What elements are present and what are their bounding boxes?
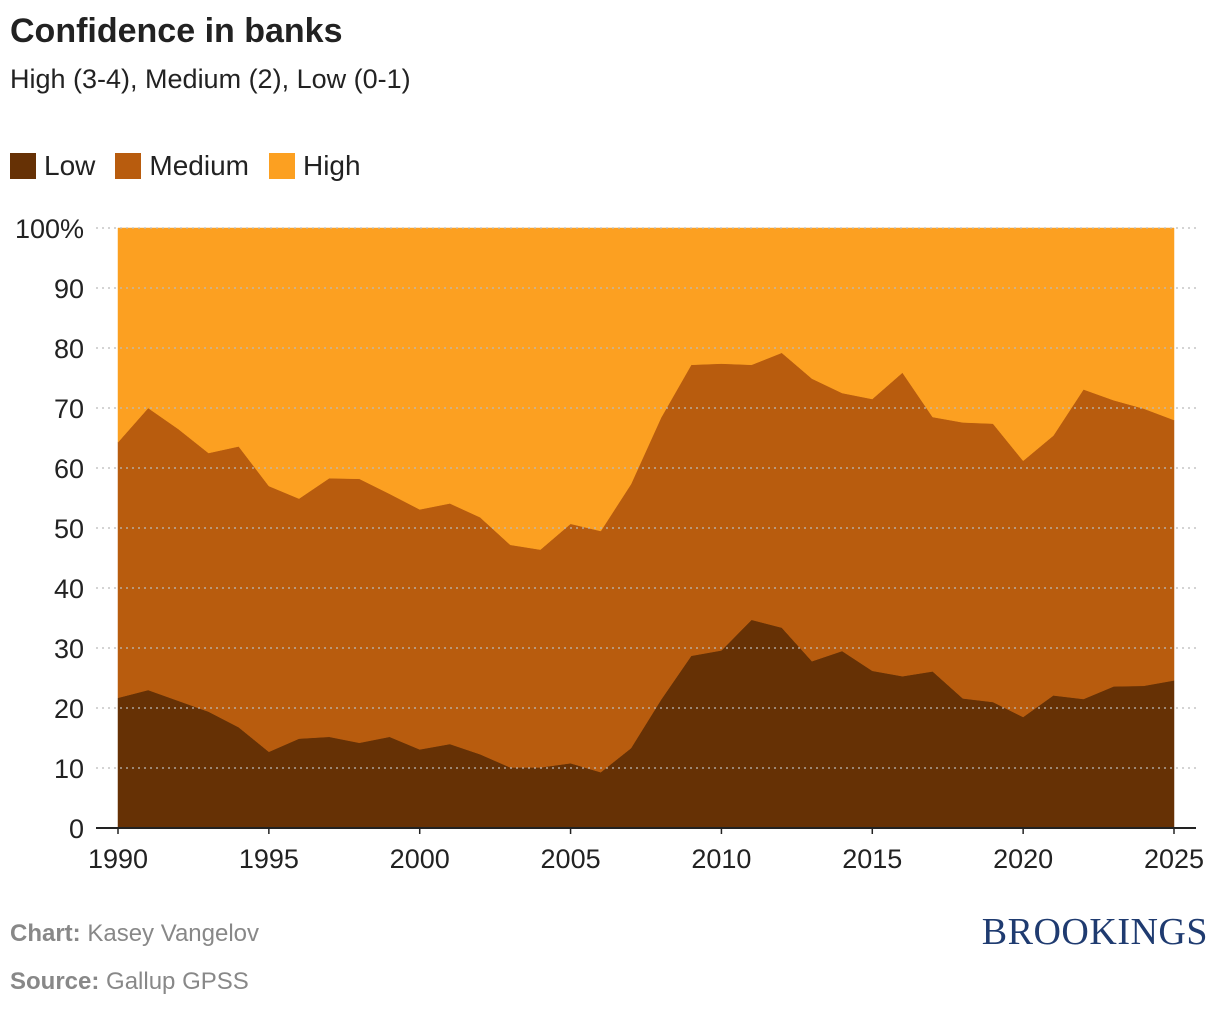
x-tick-label: 2010: [691, 844, 751, 874]
chart-title: Confidence in banks: [10, 12, 343, 50]
legend-item-high: High: [268, 150, 361, 182]
x-tick-label: 2025: [1144, 844, 1204, 874]
x-tick-label: 2005: [541, 844, 601, 874]
legend-item-medium: Medium: [115, 150, 249, 182]
chart-source-label: Source:: [10, 968, 100, 995]
y-tick-label: 100%: [15, 214, 84, 244]
y-tick-label: 40: [54, 574, 84, 604]
legend-swatch-medium: [115, 153, 142, 179]
legend-label-low: Low: [44, 150, 96, 181]
chart-subtitle: High (3-4), Medium (2), Low (0-1): [10, 64, 411, 94]
legend-label-high: High: [302, 150, 361, 181]
x-tick-label: 1995: [239, 844, 299, 874]
y-tick-label: 80: [54, 334, 84, 364]
y-tick-label: 60: [54, 454, 84, 484]
chart-credit-label: Chart:: [10, 920, 81, 947]
x-tick-label: 2000: [390, 844, 450, 874]
x-tick-label: 1990: [88, 844, 148, 874]
chart-source: Source: Gallup GPSS: [10, 968, 249, 996]
legend-item-low: Low: [10, 150, 95, 182]
y-tick-label: 10: [54, 754, 84, 784]
y-tick-label: 20: [54, 694, 84, 724]
legend-label-medium: Medium: [149, 150, 249, 181]
legend: Low Medium High: [10, 150, 381, 182]
chart-credit: Chart: Kasey Vangelov: [10, 920, 259, 948]
y-tick-label: 70: [54, 394, 84, 424]
chart-source-value: Gallup GPSS: [106, 968, 249, 995]
y-tick-label: 30: [54, 634, 84, 664]
x-tick-label: 2015: [842, 844, 902, 874]
brookings-logo: BROOKINGS: [981, 911, 1208, 953]
x-tick-label: 2020: [993, 844, 1053, 874]
legend-swatch-high: [268, 153, 295, 179]
y-tick-label: 50: [54, 514, 84, 544]
stacked-area-chart: 0 10 20 30 40 50 60 70 80 90 100% 1990 1995 2000 2005 2…: [15, 214, 1204, 874]
y-tick-label: 90: [54, 274, 84, 304]
legend-swatch-low: [10, 153, 36, 179]
chart-credit-author: Kasey Vangelov: [87, 920, 260, 947]
y-tick-label: 0: [69, 814, 84, 844]
